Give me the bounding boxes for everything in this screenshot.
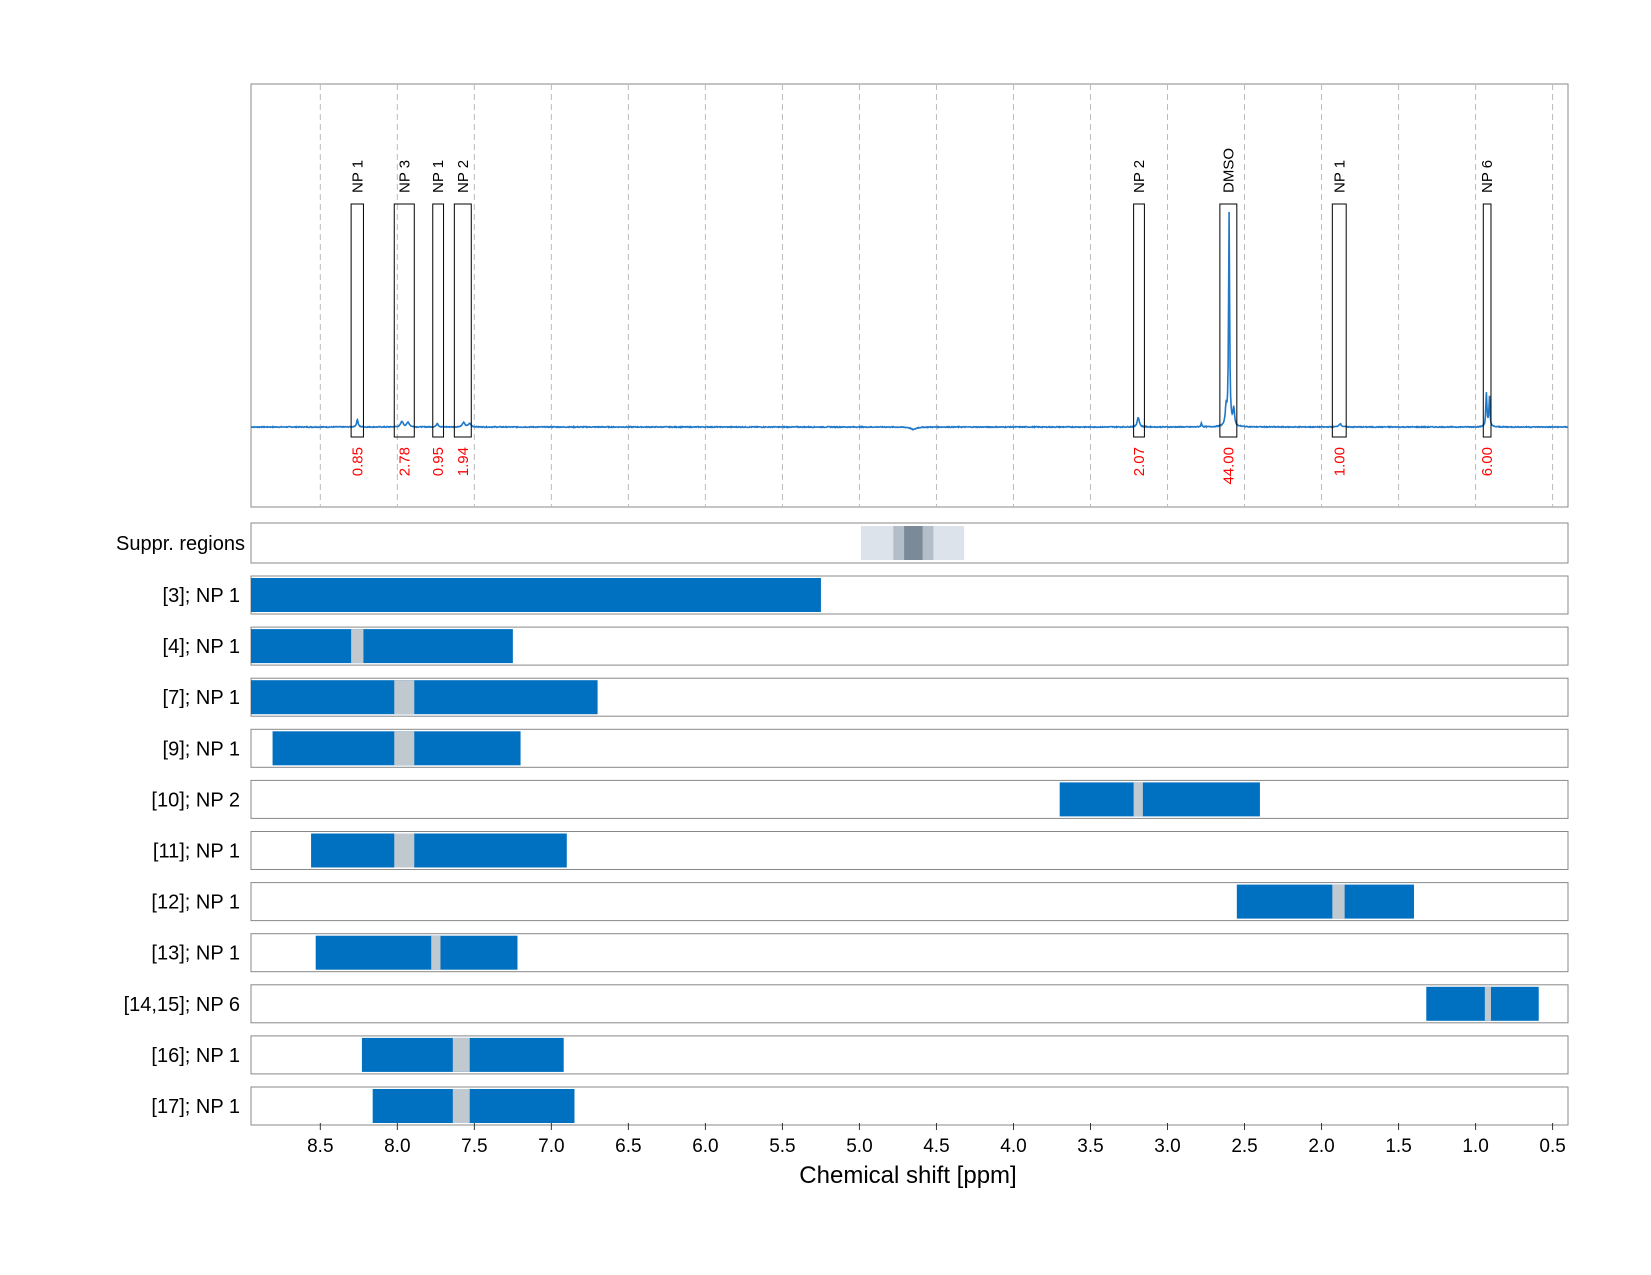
row-gap-9 (452, 1037, 470, 1072)
spectrum-frame (250, 83, 1569, 508)
integral-value-1: 2.78 (396, 447, 413, 476)
x-tick-label-13: 2.0 (1308, 1136, 1334, 1157)
peak-box-7 (1482, 203, 1492, 438)
row-bar-7 (315, 935, 518, 970)
row-frame-4 (250, 779, 1569, 819)
x-tick-label-1: 8.0 (384, 1136, 410, 1157)
row-bar-2 (251, 680, 598, 715)
row-gap-7 (431, 935, 441, 970)
row-gap-10 (452, 1089, 470, 1123)
x-tick-label-3: 7.0 (538, 1136, 564, 1157)
row-label-0: [3]; NP 1 (163, 585, 240, 607)
row-gap-4 (1133, 782, 1143, 817)
peak-box-1 (393, 203, 415, 438)
row-bar-4 (1059, 782, 1260, 817)
x-tick-label-0: 8.5 (307, 1136, 333, 1157)
peak-label-6: NP 1 (1331, 160, 1348, 193)
peak-box-4 (1133, 203, 1145, 438)
peak-box-0 (350, 203, 364, 438)
x-tick-label-7: 5.0 (846, 1136, 872, 1157)
x-tick-label-16: 0.5 (1539, 1136, 1565, 1157)
x-tick-label-2: 7.5 (461, 1136, 487, 1157)
row-label-9: [16]; NP 1 (151, 1045, 240, 1067)
suppression-row-label: Suppr. regions (116, 533, 245, 555)
row-gap-2 (394, 680, 415, 715)
x-tick-label-14: 1.5 (1385, 1136, 1411, 1157)
row-bar-8 (1426, 986, 1539, 1021)
row-gap-8 (1484, 986, 1491, 1021)
peak-label-3: NP 2 (455, 160, 472, 193)
peak-label-0: NP 1 (349, 160, 366, 193)
x-tick-label-15: 1.0 (1462, 1136, 1488, 1157)
x-tick-label-9: 4.0 (1000, 1136, 1026, 1157)
spectrum-line (250, 211, 1569, 431)
row-label-4: [10]; NP 2 (151, 789, 240, 811)
peak-box-3 (453, 203, 472, 438)
row-label-8: [14,15]; NP 6 (124, 994, 240, 1016)
x-tick-label-6: 5.5 (769, 1136, 795, 1157)
peak-label-2: NP 1 (430, 160, 447, 193)
row-bar-6 (1236, 884, 1414, 919)
spectrum-panel: NP 1 0.85 NP 3 2.78 NP 1 0.95 NP 2 1.94 NP 2 2.07… (250, 83, 1569, 508)
suppression-band-2 (904, 526, 923, 560)
peak-label-4: NP 2 (1131, 160, 1148, 193)
row-label-2: [7]; NP 1 (163, 687, 240, 709)
peak-label-5: DMSO (1220, 148, 1237, 193)
x-tick-label-10: 3.5 (1077, 1136, 1103, 1157)
x-tick-label-8: 4.5 (923, 1136, 949, 1157)
integral-value-2: 0.95 (430, 447, 447, 476)
x-tick-label-11: 3.0 (1154, 1136, 1180, 1157)
peak-box-2 (432, 203, 445, 438)
peak-label-1: NP 3 (396, 160, 413, 193)
integral-value-3: 1.94 (455, 447, 472, 476)
row-bar-5 (311, 833, 567, 868)
x-tick-label-4: 6.5 (615, 1136, 641, 1157)
peak-box-5 (1219, 203, 1238, 438)
row-label-7: [13]; NP 1 (151, 943, 240, 965)
row-bar-0 (251, 578, 821, 612)
x-tick-label-12: 2.5 (1231, 1136, 1257, 1157)
peak-label-7: NP 6 (1479, 160, 1496, 193)
row-label-10: [17]; NP 1 (151, 1096, 240, 1118)
row-bar-1 (251, 629, 513, 664)
row-gap-3 (394, 731, 415, 766)
integral-value-4: 2.07 (1131, 447, 1148, 476)
integral-value-5: 44.00 (1220, 447, 1237, 485)
row-gap-5 (394, 833, 415, 868)
fit-regions-panel: Suppr. regions [3]; NP 1 [4]; NP 1 [7]; NP … (116, 522, 1569, 1126)
integral-value-6: 1.00 (1331, 447, 1348, 476)
row-bar-10 (372, 1089, 575, 1123)
row-label-3: [9]; NP 1 (163, 738, 240, 760)
row-label-6: [12]; NP 1 (151, 892, 240, 914)
row-gap-6 (1332, 884, 1345, 919)
x-axis-label: Chemical shift [ppm] (799, 1162, 1016, 1189)
integral-value-0: 0.85 (349, 447, 366, 476)
x-tick-label-5: 6.0 (692, 1136, 718, 1157)
row-label-5: [11]; NP 1 (153, 841, 240, 863)
row-frame-8 (250, 984, 1569, 1024)
row-label-1: [4]; NP 1 (163, 636, 240, 658)
x-axis: 8.5 8.0 7.5 7.0 6.5 6.0 5.5 5.0 4.5 4.0 3.5 3.0 2.5 2… (307, 1123, 1566, 1157)
peak-box-6 (1331, 203, 1347, 438)
integral-value-7: 6.00 (1479, 447, 1496, 476)
row-gap-1 (351, 629, 364, 664)
